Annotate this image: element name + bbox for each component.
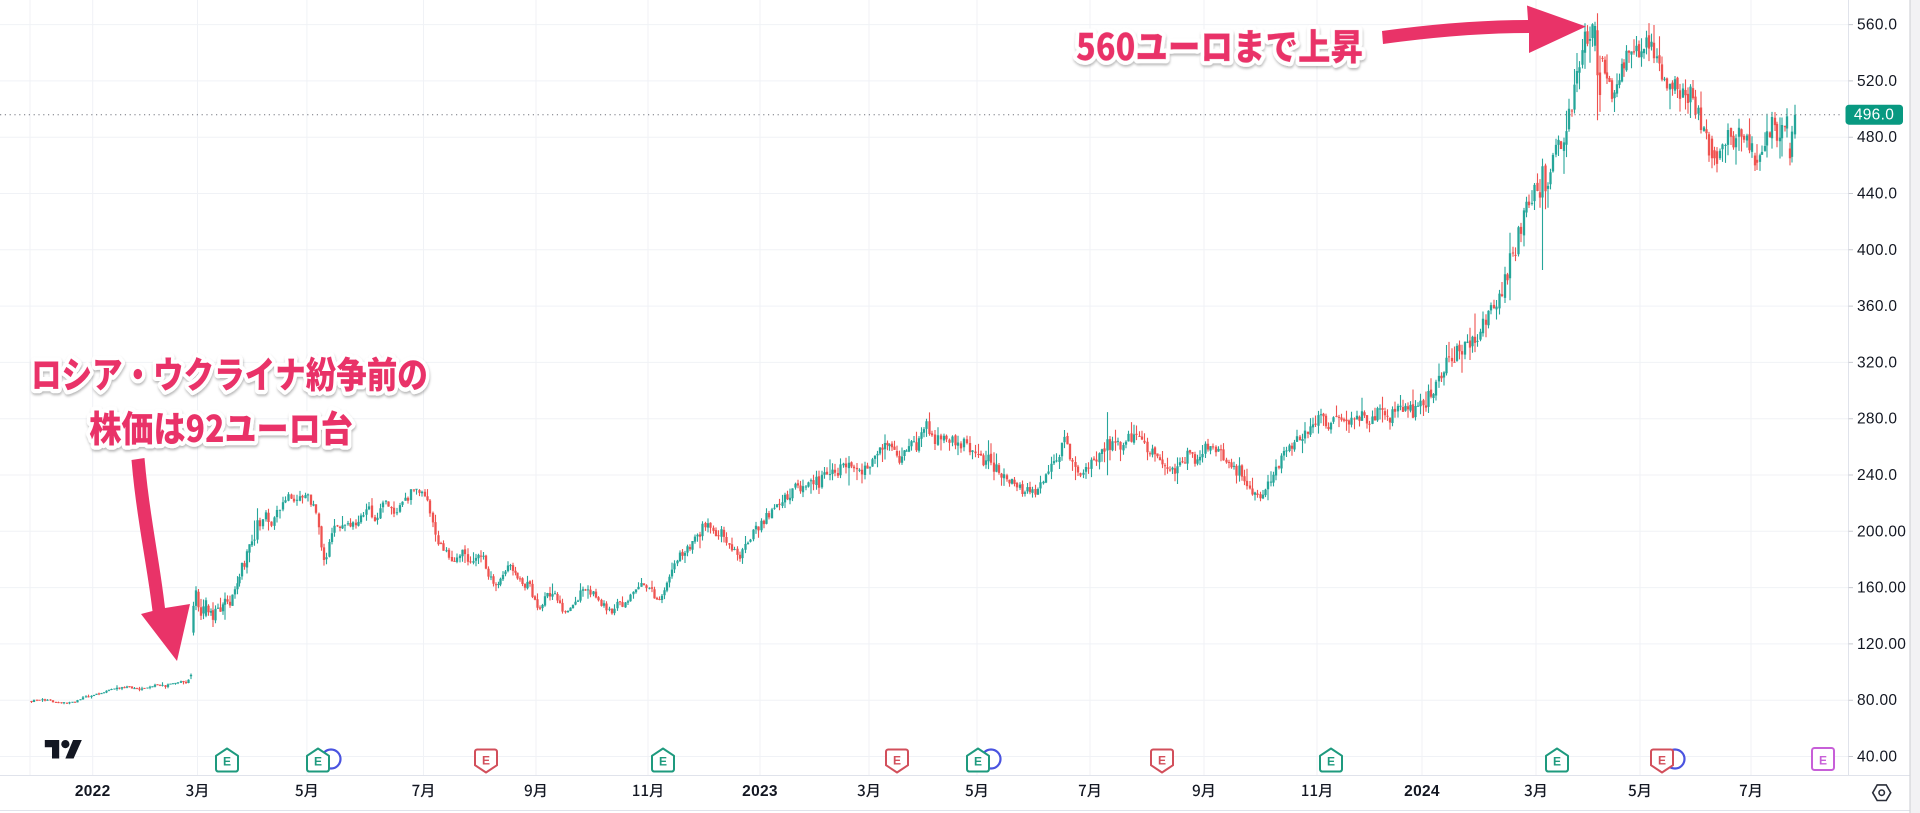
svg-text:E: E (1553, 754, 1561, 768)
svg-text:160.00: 160.00 (1857, 580, 1906, 597)
svg-text:320.0: 320.0 (1857, 354, 1897, 371)
svg-text:520.0: 520.0 (1857, 73, 1897, 90)
svg-text:496.0: 496.0 (1854, 107, 1894, 124)
svg-text:280.0: 280.0 (1857, 411, 1897, 428)
svg-text:2022: 2022 (75, 783, 111, 800)
svg-text:E: E (659, 754, 667, 768)
svg-text:E: E (974, 754, 982, 768)
svg-text:E: E (314, 754, 322, 768)
svg-text:440.0: 440.0 (1857, 186, 1897, 203)
svg-text:120.00: 120.00 (1857, 636, 1906, 653)
svg-text:E: E (1819, 753, 1827, 767)
svg-text:200.00: 200.00 (1857, 523, 1906, 540)
svg-text:E: E (1327, 754, 1335, 768)
svg-text:2024: 2024 (1404, 783, 1440, 800)
svg-text:400.0: 400.0 (1857, 242, 1897, 259)
svg-text:240.0: 240.0 (1857, 467, 1897, 484)
svg-text:E: E (1658, 753, 1666, 767)
svg-text:360.0: 360.0 (1857, 298, 1897, 315)
svg-text:40.00: 40.00 (1857, 749, 1897, 766)
svg-text:480.0: 480.0 (1857, 129, 1897, 146)
svg-text:560.0: 560.0 (1857, 17, 1897, 34)
svg-text:E: E (893, 753, 901, 767)
svg-text:2023: 2023 (742, 783, 778, 800)
svg-text:E: E (482, 753, 490, 767)
svg-text:80.00: 80.00 (1857, 692, 1897, 709)
svg-text:E: E (223, 754, 231, 768)
svg-text:E: E (1158, 753, 1166, 767)
